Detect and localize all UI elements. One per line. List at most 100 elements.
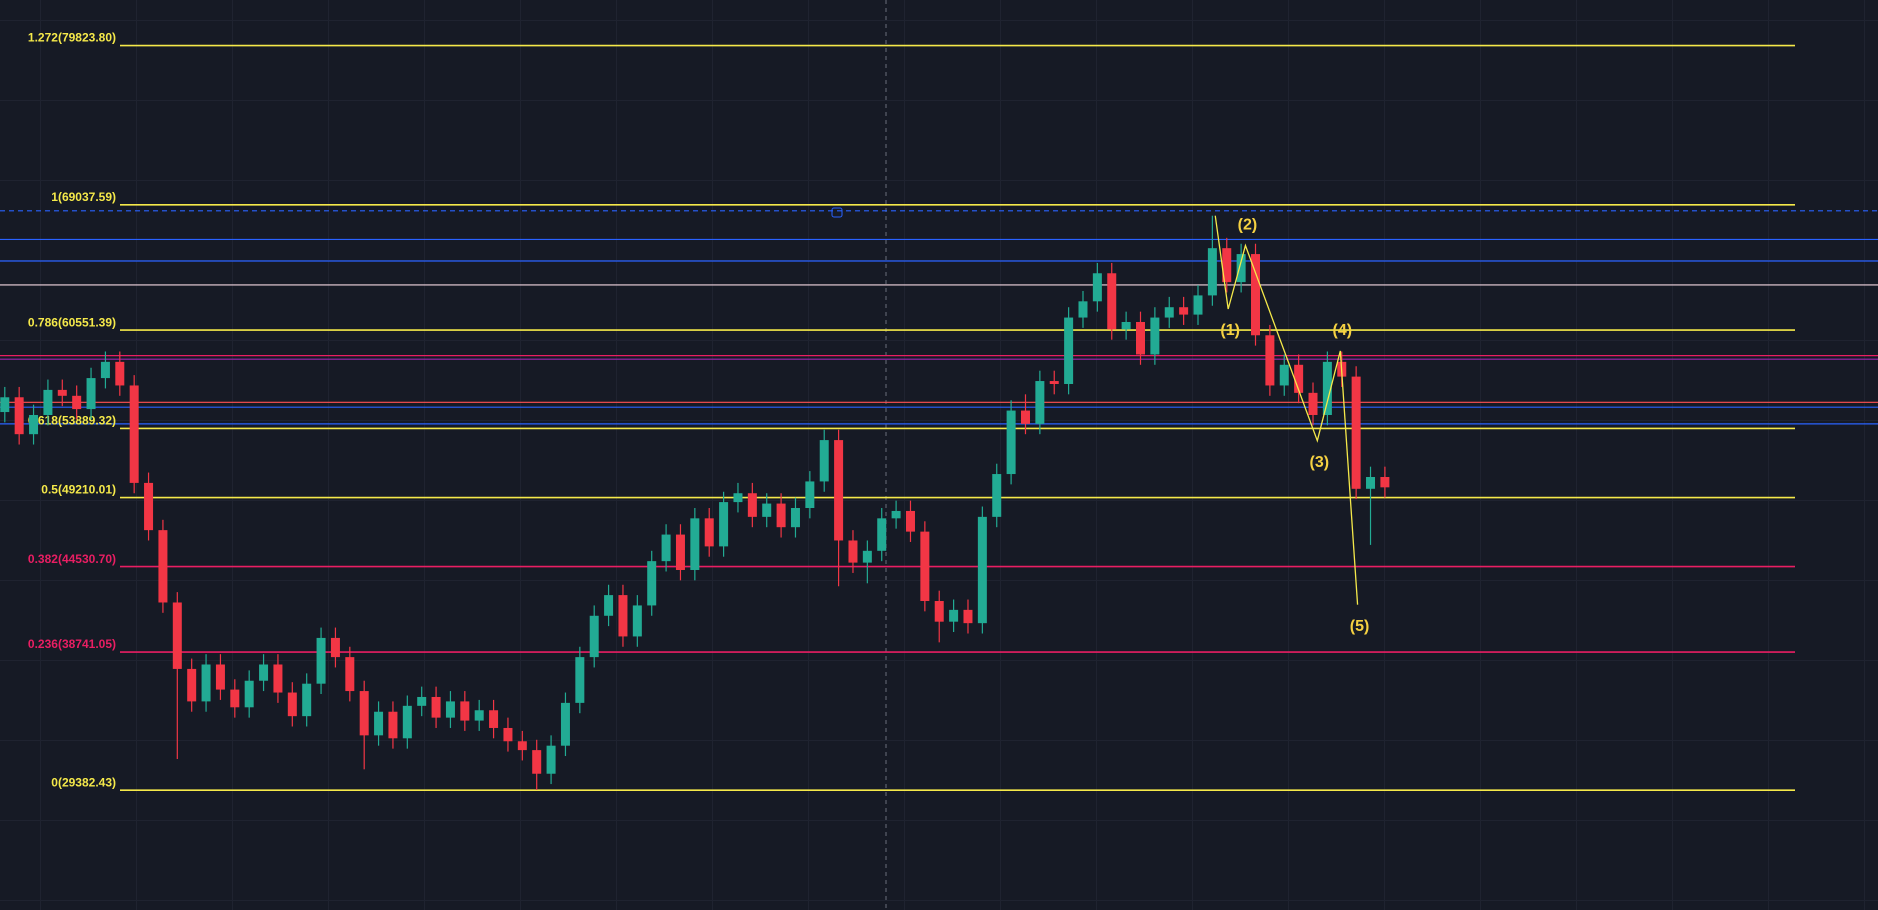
candle-body: [719, 502, 729, 547]
candle-body: [273, 664, 283, 693]
candle-body: [776, 503, 786, 528]
wave-label: (1): [1220, 322, 1240, 339]
candle-body: [747, 493, 757, 517]
candle-body: [489, 710, 499, 728]
candle-body: [287, 692, 297, 717]
candle-body: [862, 550, 872, 563]
candle-body: [805, 481, 815, 508]
candle-body: [129, 385, 139, 483]
candle-body: [57, 389, 67, 396]
candle-body: [690, 518, 700, 571]
candle-body: [891, 510, 901, 519]
fib-label: 1(69037.59): [51, 190, 116, 204]
candle-body: [1265, 335, 1275, 386]
candle-body: [345, 657, 355, 692]
candle-body: [1251, 254, 1261, 336]
candle-body: [1107, 273, 1117, 330]
candle-body: [43, 389, 53, 415]
fib-label: 0.618(53889.32): [28, 414, 116, 428]
candle-body: [201, 664, 211, 702]
candle-body: [1179, 307, 1189, 315]
candle-body: [330, 637, 340, 658]
candle-body: [1006, 410, 1016, 475]
candle-body: [1380, 476, 1390, 488]
candle-body: [1035, 381, 1045, 424]
candle-body: [388, 711, 398, 739]
candle-body: [1049, 381, 1059, 384]
candle-body: [905, 510, 915, 532]
candle-body: [172, 602, 182, 669]
candle-body: [1207, 248, 1217, 296]
handle[interactable]: [831, 207, 843, 218]
fib-label: 1.272(79823.80): [28, 31, 116, 45]
candle-body: [560, 702, 570, 746]
candle-body: [72, 395, 82, 410]
candle-body: [244, 680, 254, 708]
candle-body: [1294, 364, 1304, 393]
candle-body: [1164, 307, 1174, 318]
candle-body: [1322, 361, 1332, 415]
wave-label: (4): [1333, 322, 1353, 339]
fib-label: 0.786(60551.39): [28, 315, 116, 329]
candle-body: [1020, 410, 1030, 424]
fib-label: 0.5(49210.01): [41, 483, 116, 497]
candle-body: [158, 530, 168, 603]
candle-body: [675, 534, 685, 571]
candle-body: [977, 516, 987, 624]
fib-label: 0.236(38741.05): [28, 637, 116, 651]
candle-body: [704, 518, 714, 547]
candle-body: [1193, 295, 1203, 315]
candle-body: [647, 561, 657, 606]
candle-body: [762, 503, 772, 517]
candle-body: [949, 609, 959, 622]
candle-body: [834, 440, 844, 541]
candle-body: [632, 605, 642, 637]
candle-body: [848, 540, 858, 563]
candle-body: [0, 397, 10, 413]
candle-body: [14, 397, 24, 435]
candle-body: [259, 664, 269, 681]
candle-body: [29, 414, 39, 435]
candle-body: [302, 683, 312, 717]
candle-body: [1308, 392, 1318, 415]
candle-body: [474, 710, 484, 721]
candle-body: [460, 701, 470, 721]
candle-body: [877, 518, 887, 551]
candle-body: [86, 378, 96, 410]
candle-body: [618, 595, 628, 637]
candle-body: [215, 664, 225, 690]
candle-body: [115, 361, 125, 386]
wave-label: (2): [1238, 217, 1258, 234]
candle-body: [790, 507, 800, 528]
candle-body: [546, 745, 556, 774]
candle-body: [1222, 248, 1232, 283]
candle-body: [575, 657, 585, 703]
candle-body: [661, 534, 671, 562]
candle-body: [963, 609, 973, 624]
candle-body: [1078, 301, 1088, 318]
candle-body: [417, 696, 427, 706]
wave-label: (5): [1350, 618, 1370, 635]
candle-body: [532, 750, 542, 774]
wave-line: [1214, 215, 1359, 605]
fib-label: 0.382(44530.70): [28, 552, 116, 566]
candle-body: [1064, 317, 1074, 384]
candle-body: [604, 595, 614, 616]
candle-body: [445, 701, 455, 718]
candle-body: [733, 493, 743, 503]
candle-body: [100, 361, 110, 379]
candle-body: [1366, 476, 1376, 489]
fib-label: 0(29382.43): [51, 775, 116, 789]
candle-body: [431, 696, 441, 718]
candle-body: [402, 705, 412, 739]
candle-body: [1121, 321, 1131, 330]
candle-body: [934, 601, 944, 622]
candle-body: [1279, 364, 1289, 386]
candle-body: [1150, 317, 1160, 355]
candle-body: [1092, 273, 1102, 302]
candle-body: [144, 482, 154, 531]
candle-body: [230, 689, 240, 708]
candle-body: [920, 531, 930, 602]
